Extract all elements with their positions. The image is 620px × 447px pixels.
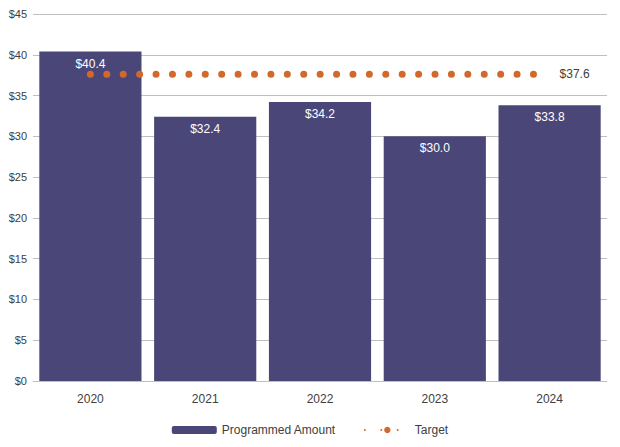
svg-text:$45: $45	[9, 8, 27, 20]
svg-text:$30: $30	[9, 130, 27, 142]
svg-text:$15: $15	[9, 253, 27, 265]
svg-text:2021: 2021	[192, 392, 219, 406]
svg-text:$33.8: $33.8	[535, 110, 565, 124]
svg-text:$5: $5	[15, 334, 27, 346]
svg-text:$32.4: $32.4	[190, 122, 220, 136]
svg-text:$40.4: $40.4	[75, 57, 105, 71]
svg-text:$30.0: $30.0	[420, 141, 450, 155]
svg-text:Programmed Amount: Programmed Amount	[222, 423, 336, 437]
svg-text:$34.2: $34.2	[305, 107, 335, 121]
svg-text:$0: $0	[15, 375, 27, 387]
svg-text:2020: 2020	[77, 392, 104, 406]
svg-text:2022: 2022	[307, 392, 334, 406]
svg-text:$20: $20	[9, 212, 27, 224]
svg-text:$35: $35	[9, 90, 27, 102]
svg-text:Target: Target	[415, 423, 449, 437]
svg-text:$37.6: $37.6	[560, 67, 590, 81]
svg-text:2024: 2024	[536, 392, 563, 406]
svg-text:$10: $10	[9, 293, 27, 305]
svg-text:$40: $40	[9, 49, 27, 61]
svg-text:2023: 2023	[421, 392, 448, 406]
svg-text:$25: $25	[9, 171, 27, 183]
